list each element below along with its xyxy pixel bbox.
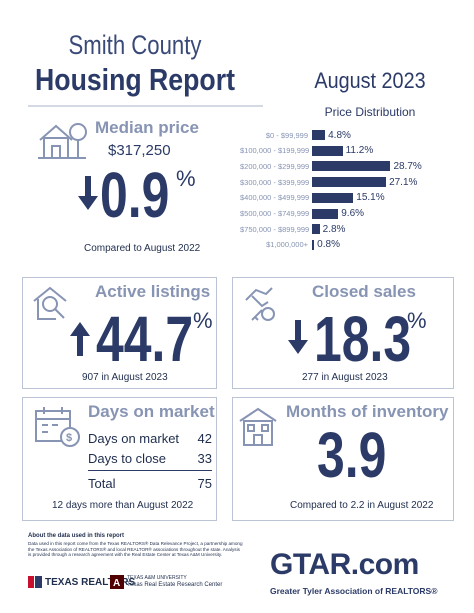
chart-category-label: $750,000 - $899,999: [240, 224, 310, 234]
calendar-money-icon: $: [35, 407, 80, 447]
chart-value-label: 27.1%: [389, 176, 418, 188]
gtar-tagline: Greater Tyler Association of REALTORS®: [270, 586, 438, 596]
arrow-down-icon: [78, 176, 98, 210]
tamu-line2: Texas Real Estate Research Center: [127, 582, 223, 588]
chart-value-label: 15.1%: [356, 192, 385, 204]
active-listings-change: 44.7: [96, 303, 194, 375]
chart-bar-row: $500,000 - $749,999 9.6%: [240, 208, 364, 220]
closed-sales-change: 18.3: [314, 303, 412, 375]
report-title: Housing Report: [35, 62, 235, 97]
chart-category-label: $100,000 - $199,999: [240, 146, 310, 156]
texas-realtors-mark-icon: [28, 576, 42, 588]
chart-category-label: $1,000,000+: [266, 240, 308, 250]
svg-text:$: $: [66, 432, 72, 444]
active-listings-note: 907 in August 2023: [82, 372, 168, 383]
closed-sales-note: 277 in August 2023: [302, 372, 388, 383]
chart-category-label: $200,000 - $299,999: [240, 161, 310, 171]
closed-sales-title: Closed sales: [312, 282, 416, 301]
days-on-market-title: Days on market: [88, 402, 215, 421]
dom-total-value: 75: [197, 475, 212, 491]
months-inventory-note: Compared to 2.2 in August 2022: [290, 500, 434, 511]
months-inventory-card: [232, 397, 454, 521]
chart-bar: [312, 130, 326, 140]
active-percent-sign: %: [193, 308, 213, 333]
chart-category-label: $300,000 - $399,999: [240, 177, 310, 187]
chart-category-label: $0 - $99,999: [265, 130, 308, 140]
tamu-line1: TEXAS A&M UNIVERSITY: [127, 575, 187, 581]
gtar-logo: GTAR.com: [270, 548, 419, 581]
tamu-mark-icon: A: [110, 575, 124, 589]
table-divider: [88, 470, 212, 471]
chart-bar: [312, 224, 320, 235]
median-percent-sign: %: [176, 166, 196, 191]
table-row: Days to close 33: [88, 448, 212, 468]
active-listings-card: [22, 277, 217, 389]
closed-sales-card: [232, 277, 454, 389]
chart-value-label: 28.7%: [393, 160, 422, 172]
chart-bar: [312, 192, 354, 203]
footer-heading: About the data used in this report: [28, 533, 125, 539]
chart-bar-row: $300,000 - $399,999 27.1%: [240, 176, 417, 188]
chart-value-label: 11.2%: [345, 145, 374, 157]
chart-bar-row: $1,000,000+ 0.8%: [240, 239, 340, 251]
chart-bar-row: $200,000 - $299,999 28.7%: [240, 160, 422, 172]
dom-row-label: Days on market: [88, 430, 180, 446]
table-total-row: Total 75: [88, 473, 212, 493]
house-tree-icon: [38, 123, 87, 159]
median-note: Compared to August 2022: [84, 243, 201, 254]
tamu-logo: A TEXAS A&M UNIVERSITY Texas Real Estate…: [110, 575, 222, 589]
chart-bar: [312, 239, 315, 250]
chart-value-label: 0.8%: [317, 239, 340, 251]
active-listings-title: Active listings: [95, 282, 211, 301]
chart-bar-row: $0 - $99,999 4.8%: [240, 129, 351, 141]
chart-value-label: 4.8%: [328, 129, 351, 141]
house-search-icon: [33, 286, 67, 320]
footer-text: Data used in this report come from the T…: [28, 541, 243, 558]
arrow-up-icon: [70, 322, 90, 356]
closed-percent-sign: %: [407, 308, 427, 333]
months-inventory-value: 3.9: [317, 419, 387, 491]
report-title-county: Smith County: [68, 30, 202, 60]
dom-row-label: Days to close: [88, 450, 167, 466]
dom-row-value: 33: [197, 450, 212, 466]
dom-row-value: 42: [197, 430, 212, 446]
chart-bar: [312, 161, 391, 172]
chart-bar-row: $750,000 - $899,999 2.8%: [240, 223, 345, 235]
chart-bar-row: $400,000 - $499,999 15.1%: [240, 192, 385, 204]
building-icon: [239, 407, 277, 446]
chart-value-label: 2.8%: [322, 223, 346, 235]
chart-bar: [312, 177, 387, 188]
median-price-change: 0.9: [100, 159, 170, 231]
arrow-down-icon: [288, 320, 308, 354]
chart-category-label: $500,000 - $749,999: [240, 209, 310, 218]
texas-realtors-logo: TEXAS REALTORS: [28, 576, 135, 588]
days-on-market-note: 12 days more than August 2022: [52, 500, 194, 511]
chart-category-label: $400,000 - $499,999: [240, 193, 310, 203]
median-price-value: $317,250: [108, 142, 171, 159]
texas-realtors-text: TEXAS REALTORS: [45, 576, 136, 588]
report-month: August 2023: [314, 68, 426, 93]
table-row: Days on market 42: [88, 428, 212, 448]
price-distribution-title: Price Distribution: [324, 105, 416, 119]
days-on-market-table: Days on market 42 Days to close 33 Total…: [88, 428, 212, 493]
chart-bar-row: $100,000 - $199,999 11.2%: [240, 145, 373, 157]
months-inventory-title: Months of inventory: [286, 402, 449, 421]
hand-key-icon: [245, 287, 275, 321]
dom-total-label: Total: [88, 475, 116, 491]
chart-value-label: 9.6%: [341, 208, 365, 219]
median-price-title: Median price: [95, 118, 199, 137]
days-on-market-card: [22, 397, 217, 521]
header-divider: [28, 105, 263, 107]
chart-bar: [312, 208, 339, 219]
chart-bar: [312, 145, 343, 156]
svg-text:A: A: [113, 578, 120, 589]
